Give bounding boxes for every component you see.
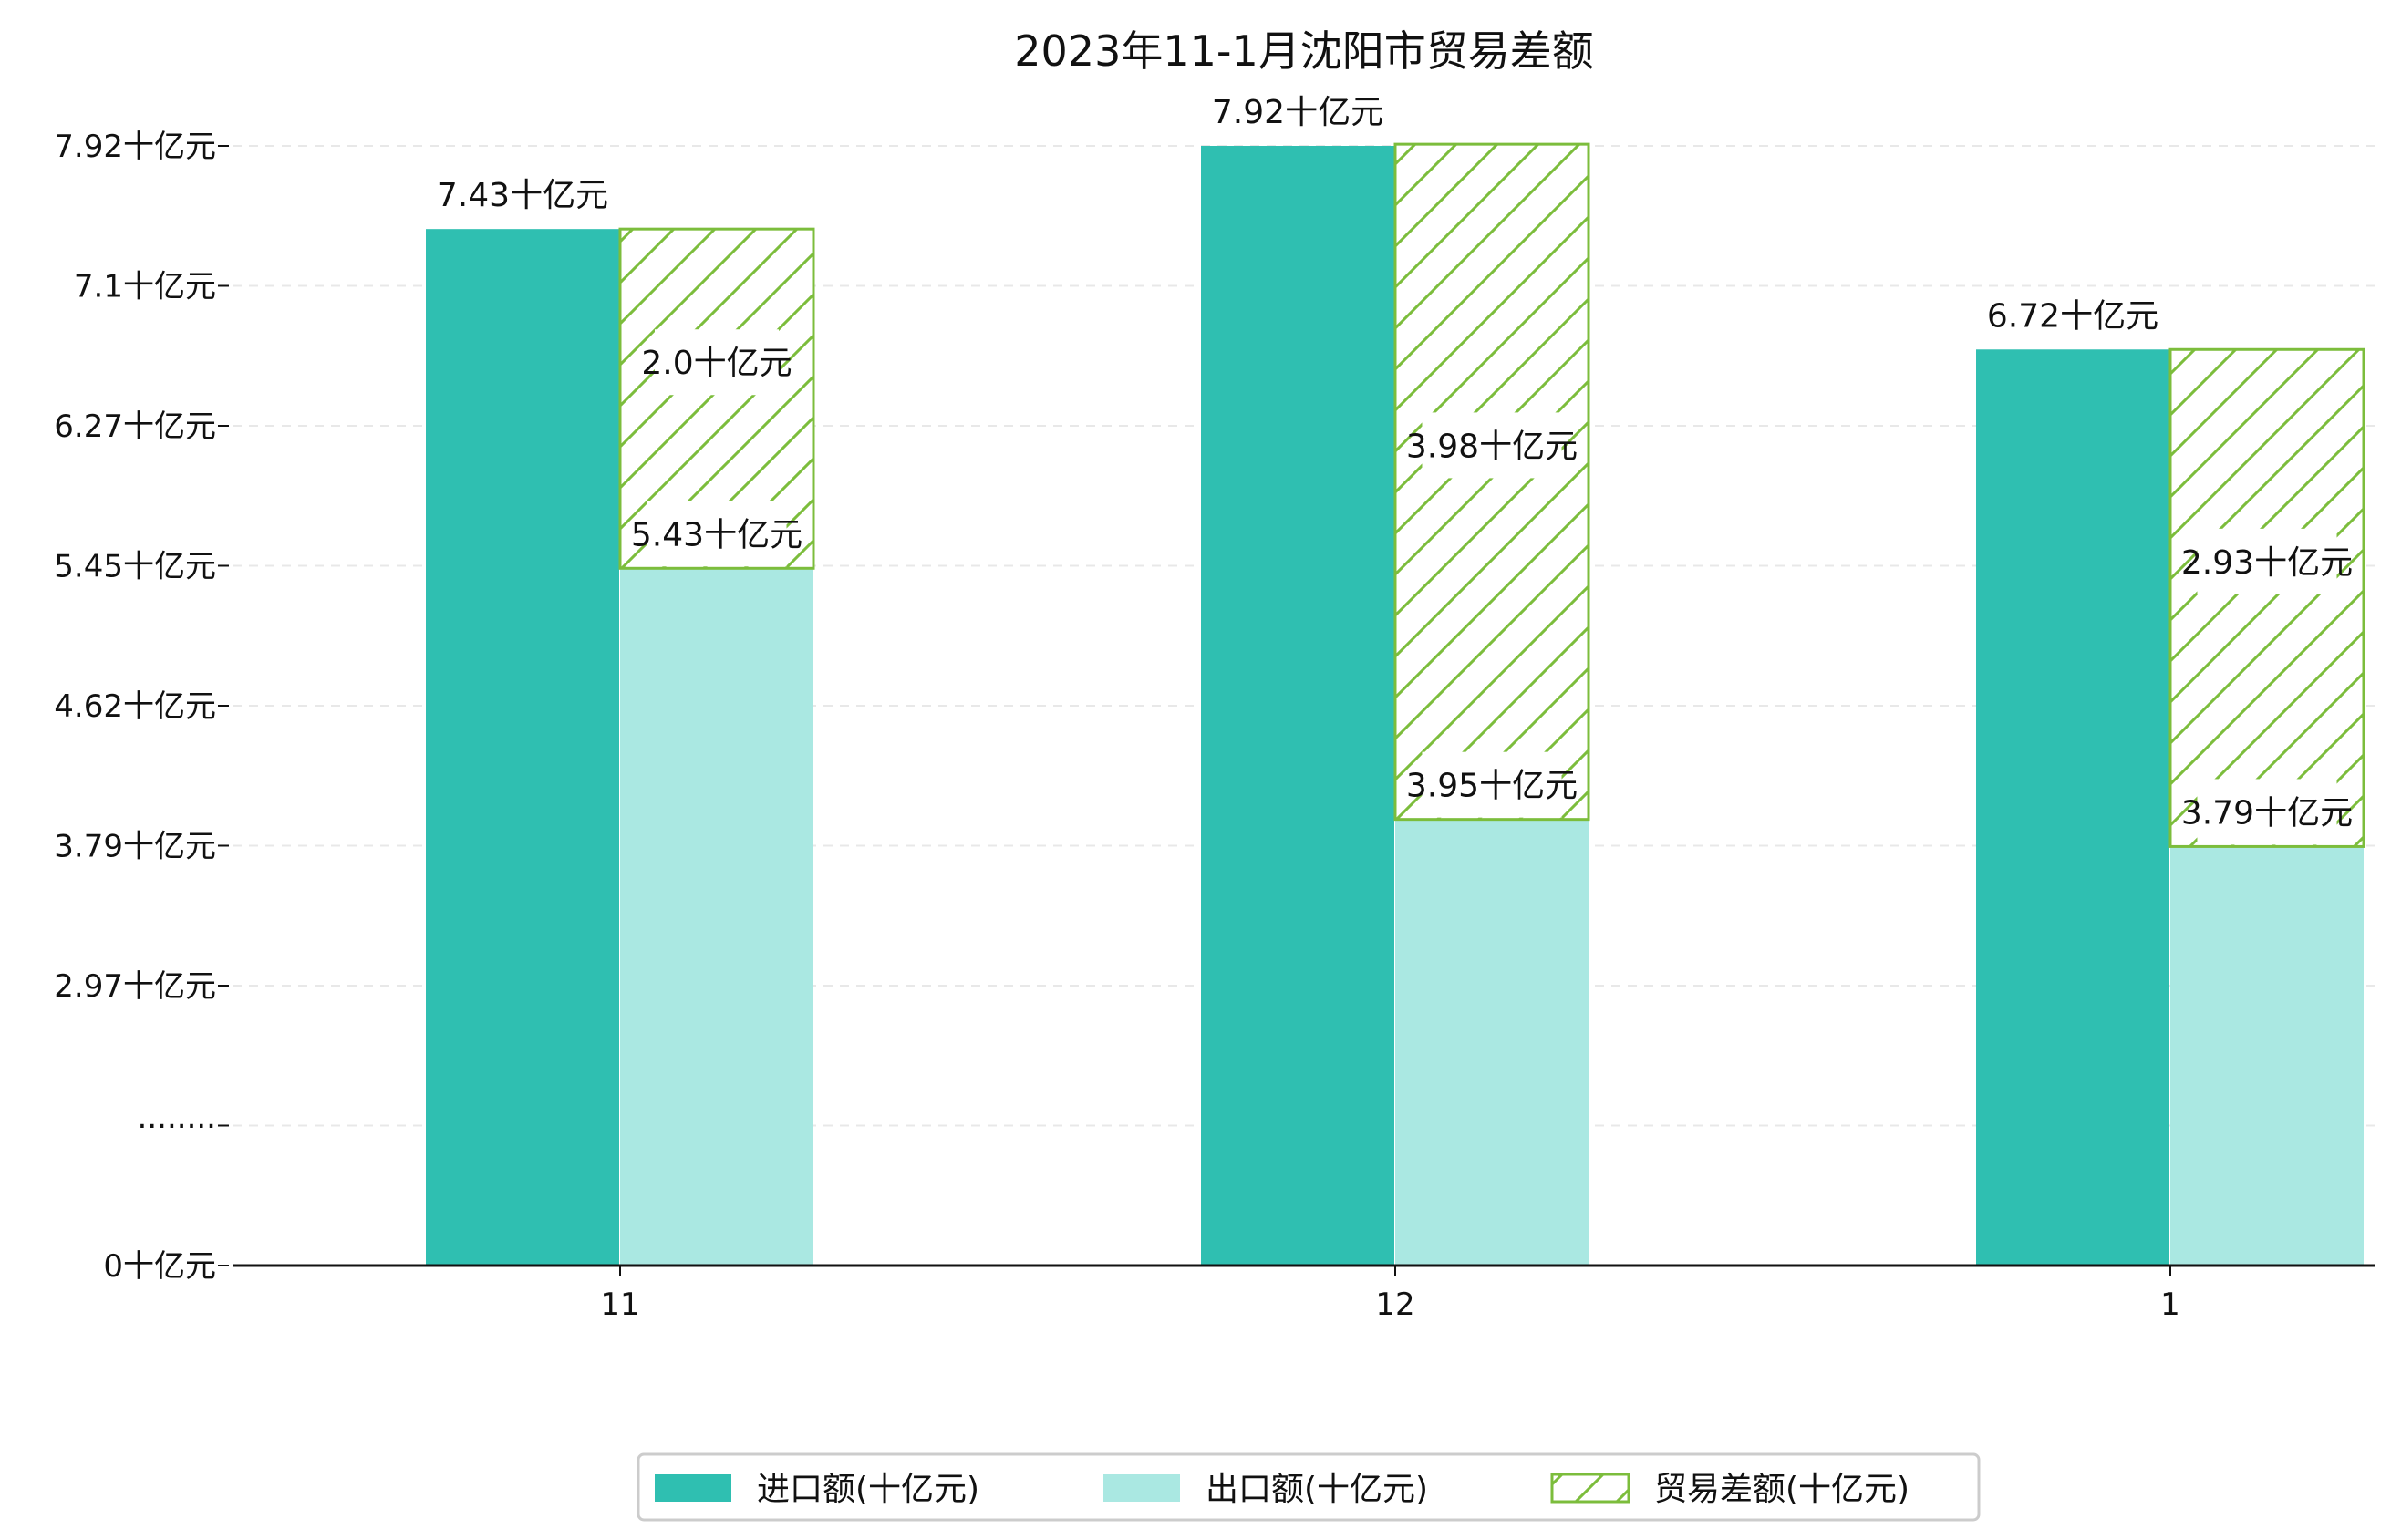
y-tick-label: 6.27十亿元 xyxy=(54,408,216,445)
legend-swatch xyxy=(655,1474,731,1502)
data-label-bg xyxy=(2197,779,2337,845)
data-label-bg xyxy=(2197,528,2337,594)
data-label-text: 2.0十亿元 xyxy=(641,345,792,382)
bar-import xyxy=(1976,349,2169,1266)
data-label-text: 5.43十亿元 xyxy=(631,516,802,553)
bar-export xyxy=(2170,846,2364,1266)
data-label-text: 7.43十亿元 xyxy=(437,177,608,214)
data-label-text: 7.92十亿元 xyxy=(1212,94,1383,131)
x-tick-label: 12 xyxy=(1375,1287,1414,1323)
chart-title: 2023年11-1月沈阳市贸易差额 xyxy=(1014,26,1593,76)
legend-trade-balance: 贸易差额(十亿元) xyxy=(1550,1471,1910,1508)
legend-swatch xyxy=(1550,1473,1630,1504)
y-tick-label: 0十亿元 xyxy=(103,1248,216,1285)
data-label: 5.43十亿元 xyxy=(631,501,802,567)
data-label-text: 3.95十亿元 xyxy=(1406,768,1578,805)
y-tick-label: 4.62十亿元 xyxy=(54,688,216,725)
data-label: 3.79十亿元 xyxy=(2181,779,2353,845)
data-label: 7.92十亿元 xyxy=(1212,94,1383,131)
legend-frame xyxy=(637,1452,1981,1522)
data-label: 3.95十亿元 xyxy=(1406,751,1578,818)
data-label: 2.0十亿元 xyxy=(641,329,792,396)
legend-label: 出口额(十亿元) xyxy=(1206,1471,1428,1508)
data-label-bg xyxy=(1422,412,1562,479)
data-label-bg xyxy=(1422,751,1562,818)
legend-export: 出口额(十亿元) xyxy=(1103,1471,1428,1508)
y-tick-label: 5.45十亿元 xyxy=(54,549,216,585)
data-label: 6.72十亿元 xyxy=(1987,297,2158,335)
bar-trade-balance xyxy=(2168,347,2365,848)
data-label: 2.93十亿元 xyxy=(2181,528,2353,594)
y-tick-label: 2.97十亿元 xyxy=(54,968,216,1005)
bar-import xyxy=(1201,146,1394,1266)
data-label-bg xyxy=(655,329,779,396)
y-tick-label: ········ xyxy=(138,1109,216,1145)
data-label-text: 6.72十亿元 xyxy=(1987,297,2158,335)
data-label-text: 2.93十亿元 xyxy=(2181,544,2353,582)
data-label: 7.43十亿元 xyxy=(437,177,608,214)
bar-import xyxy=(426,229,619,1266)
data-label: 3.98十亿元 xyxy=(1406,412,1578,479)
bar-export xyxy=(620,568,813,1266)
data-label-bg xyxy=(647,501,787,567)
legend-label: 进口额(十亿元) xyxy=(757,1471,979,1508)
legend-swatch xyxy=(1103,1474,1180,1502)
legend-import: 进口额(十亿元) xyxy=(655,1471,979,1508)
bar-export xyxy=(1395,819,1589,1266)
x-tick-label: 11 xyxy=(600,1287,639,1323)
x-tick-label: 1 xyxy=(2160,1287,2180,1323)
y-tick-label: 7.92十亿元 xyxy=(54,129,216,165)
y-tick-label: 7.1十亿元 xyxy=(74,269,216,305)
y-tick-label: 3.79十亿元 xyxy=(54,829,216,865)
data-label-text: 3.98十亿元 xyxy=(1406,428,1578,465)
legend-label: 贸易差额(十亿元) xyxy=(1654,1471,1910,1508)
bar-trade-balance xyxy=(1393,142,1590,822)
data-label-text: 3.79十亿元 xyxy=(2181,794,2353,832)
